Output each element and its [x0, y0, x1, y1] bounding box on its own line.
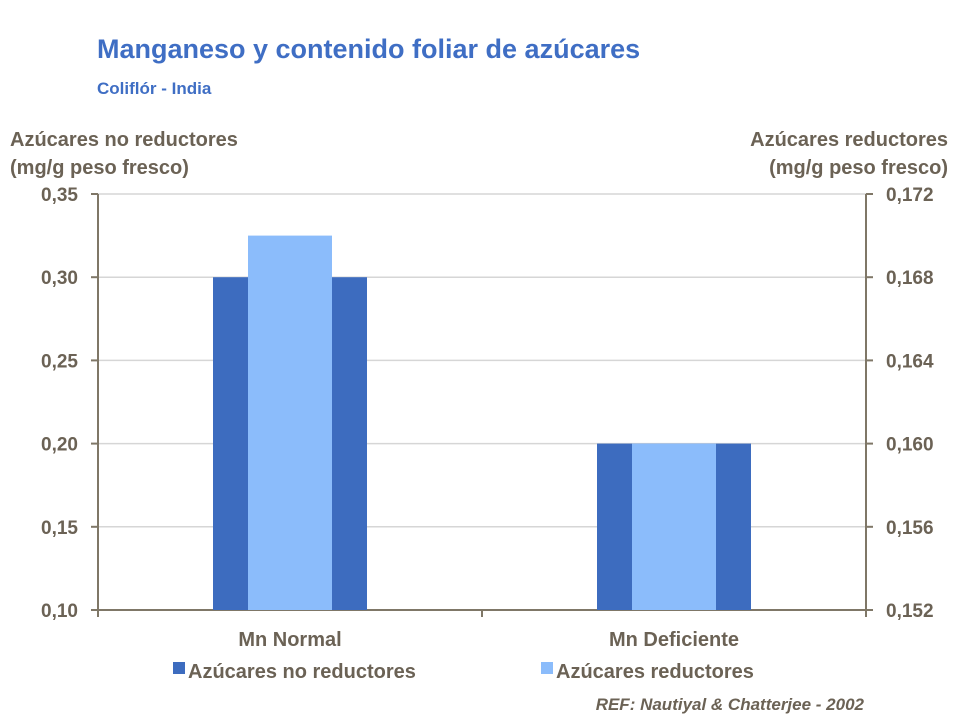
x-tick-label: Mn Deficiente	[609, 629, 739, 651]
bar-azucares-reductores	[632, 443, 716, 610]
y2-tick-label: 0,164	[886, 351, 934, 372]
legend-swatch-no-reductores	[173, 662, 185, 674]
y-axis-label-line1: Azúcares no reductores	[10, 129, 238, 151]
y-axis-label-line2: (mg/g peso fresco)	[10, 157, 189, 179]
x-tick-label: Mn Normal	[238, 629, 341, 651]
reference-text: REF: Nautiyal & Chatterjee - 2002	[595, 695, 864, 714]
y-tick-label: 0,30	[41, 268, 78, 289]
y-tick-label: 0,10	[41, 601, 78, 622]
legend-label-no-reductores: Azúcares no reductores	[188, 661, 416, 683]
y-tick-label: 0,35	[41, 185, 78, 206]
chart-subtitle: Coliflór - India	[97, 79, 212, 98]
y-axis-label: Azúcares no reductores (mg/g peso fresco)	[10, 126, 238, 182]
y2-tick-label: 0,172	[886, 185, 934, 206]
y2-tick-label: 0,156	[886, 518, 934, 539]
y2-tick-label: 0,168	[886, 268, 934, 289]
y2-axis-label-line1: Azúcares reductores	[750, 129, 948, 151]
legend-label-reductores: Azúcares reductores	[556, 661, 754, 683]
y-tick-label: 0,25	[41, 351, 78, 372]
y-tick-label: 0,20	[41, 435, 78, 456]
y2-axis-label-line2: (mg/g peso fresco)	[769, 157, 948, 179]
legend-swatch-reductores	[541, 662, 553, 674]
y-tick-label: 0,15	[41, 518, 78, 539]
bar-azucares-reductores	[248, 235, 332, 610]
chart-title: Manganeso y contenido foliar de azúcares	[97, 34, 641, 64]
y2-axis-label: Azúcares reductores (mg/g peso fresco)	[750, 126, 948, 182]
y2-tick-label: 0,152	[886, 601, 934, 622]
y2-tick-label: 0,160	[886, 435, 934, 456]
